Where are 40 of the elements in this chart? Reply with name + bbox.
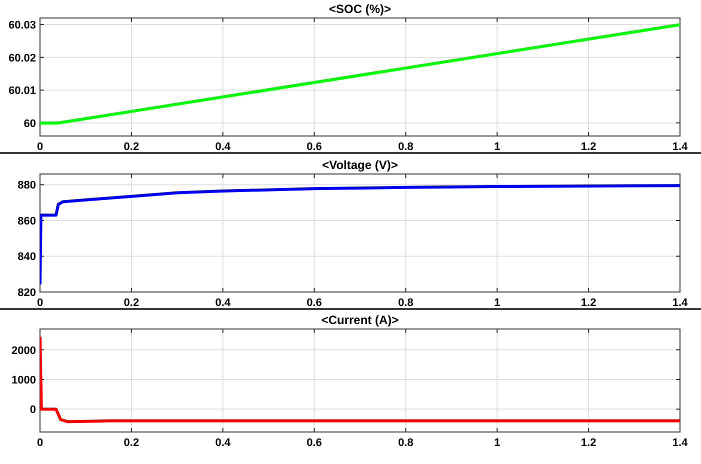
x-tick-label: 1.2 <box>580 437 596 449</box>
x-tick-label: 0 <box>36 141 44 153</box>
x-tick-label: 0.6 <box>306 437 322 449</box>
y-tick-label: 840 <box>18 251 36 264</box>
y-tick-label: 1000 <box>12 374 36 386</box>
x-tick-label: 0.8 <box>398 297 414 309</box>
x-tick-label: 0.2 <box>124 141 140 153</box>
x-tick-label: 1 <box>494 297 500 309</box>
x-tick-label: 1.4 <box>672 141 689 153</box>
x-tick-label: 0.4 <box>215 437 232 449</box>
x-tick-label: 0.4 <box>215 297 232 309</box>
x-tick-label: 1.4 <box>672 297 689 309</box>
chart-title: <SOC (%)> <box>328 2 392 16</box>
x-tick-label: 0.2 <box>124 437 140 449</box>
line-series <box>40 184 680 285</box>
line-series <box>40 336 680 424</box>
x-tick-label: 1 <box>494 437 500 449</box>
y-tick-label: 60.01 <box>8 85 36 98</box>
x-tick-label: 0.8 <box>398 141 414 153</box>
y-tick-label: 60.03 <box>8 20 36 32</box>
y-tick-label: 860 <box>18 215 36 228</box>
y-tick-label: 60.02 <box>8 52 36 64</box>
y-tick-label: 820 <box>18 287 36 299</box>
x-tick-label: 1.2 <box>580 141 596 153</box>
x-tick-label: 0.4 <box>215 141 232 153</box>
y-tick-label: 880 <box>18 180 36 192</box>
chart-title: <Voltage (V)> <box>322 158 398 172</box>
x-tick-label: 0.6 <box>306 141 322 153</box>
x-tick-label: 0.2 <box>124 297 140 309</box>
y-tick-label: 60 <box>24 118 36 130</box>
y-tick-label: 2000 <box>12 344 36 357</box>
x-tick-label: 1.2 <box>580 297 596 309</box>
x-tick-label: 1.4 <box>672 437 689 449</box>
y-tick-label: 0 <box>30 404 36 416</box>
x-tick-label: 1 <box>494 141 500 153</box>
x-tick-label: 0 <box>36 297 44 309</box>
x-tick-label: 0.8 <box>398 437 414 449</box>
chart-title: <Current (A)> <box>321 313 399 327</box>
x-tick-label: 0 <box>36 437 44 449</box>
x-tick-label: 0.6 <box>306 297 322 309</box>
